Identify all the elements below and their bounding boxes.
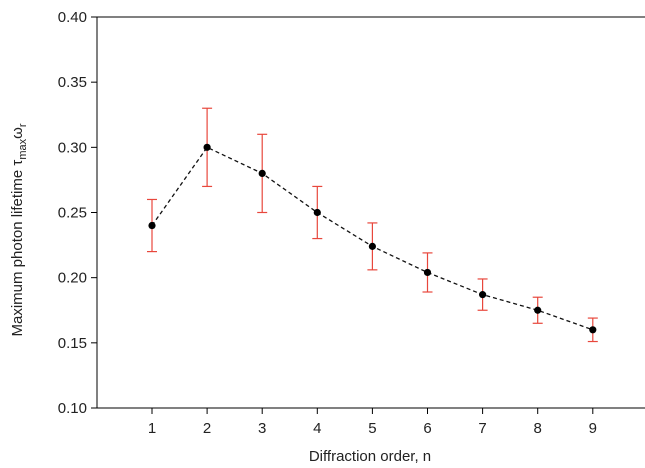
y-tick-label: 0.40 xyxy=(58,9,87,26)
data-point xyxy=(534,306,542,314)
x-tick-label: 7 xyxy=(478,420,486,437)
x-tick-label: 3 xyxy=(258,420,266,437)
y-tick-label: 0.10 xyxy=(58,400,87,417)
y-axis-label: Maximum photon lifetime τmaxωr xyxy=(9,123,29,336)
data-point xyxy=(203,143,211,151)
x-tick-label: 2 xyxy=(203,420,211,437)
y-axis-label-sub2: r xyxy=(17,123,29,127)
data-point xyxy=(313,208,321,217)
y-tick-label: 0.20 xyxy=(58,270,87,287)
data-point xyxy=(258,169,266,177)
y-tick-label: 0.25 xyxy=(58,205,87,222)
data-point xyxy=(589,326,597,334)
x-tick-label: 4 xyxy=(313,420,321,437)
y-axis-label-tail: ω xyxy=(9,127,26,139)
x-ticks: 1 2 3 4 5 6 7 8 9 xyxy=(148,408,597,437)
x-tick-label: 8 xyxy=(534,420,542,437)
data-points xyxy=(148,143,597,334)
x-tick-label: 1 xyxy=(148,420,156,437)
error-bars xyxy=(147,107,598,343)
y-axis-label-sub: max xyxy=(17,138,29,159)
x-tick-label: 6 xyxy=(423,420,431,437)
data-point xyxy=(423,268,432,277)
y-tick-label: 0.30 xyxy=(58,139,87,156)
data-point xyxy=(479,291,487,299)
x-axis-label: Diffraction order, n xyxy=(309,448,431,465)
x-tick-label: 5 xyxy=(368,420,376,437)
axes xyxy=(96,16,645,409)
y-ticks: 0.10 0.15 0.20 0.25 0.30 0.35 0.40 xyxy=(58,9,97,417)
y-axis-label-main: Maximum photon lifetime τ xyxy=(9,160,26,337)
x-tick-label: 9 xyxy=(589,420,597,437)
y-tick-label: 0.15 xyxy=(58,335,87,352)
data-point xyxy=(148,221,156,230)
y-tick-label: 0.35 xyxy=(58,74,87,91)
data-point xyxy=(368,242,376,250)
